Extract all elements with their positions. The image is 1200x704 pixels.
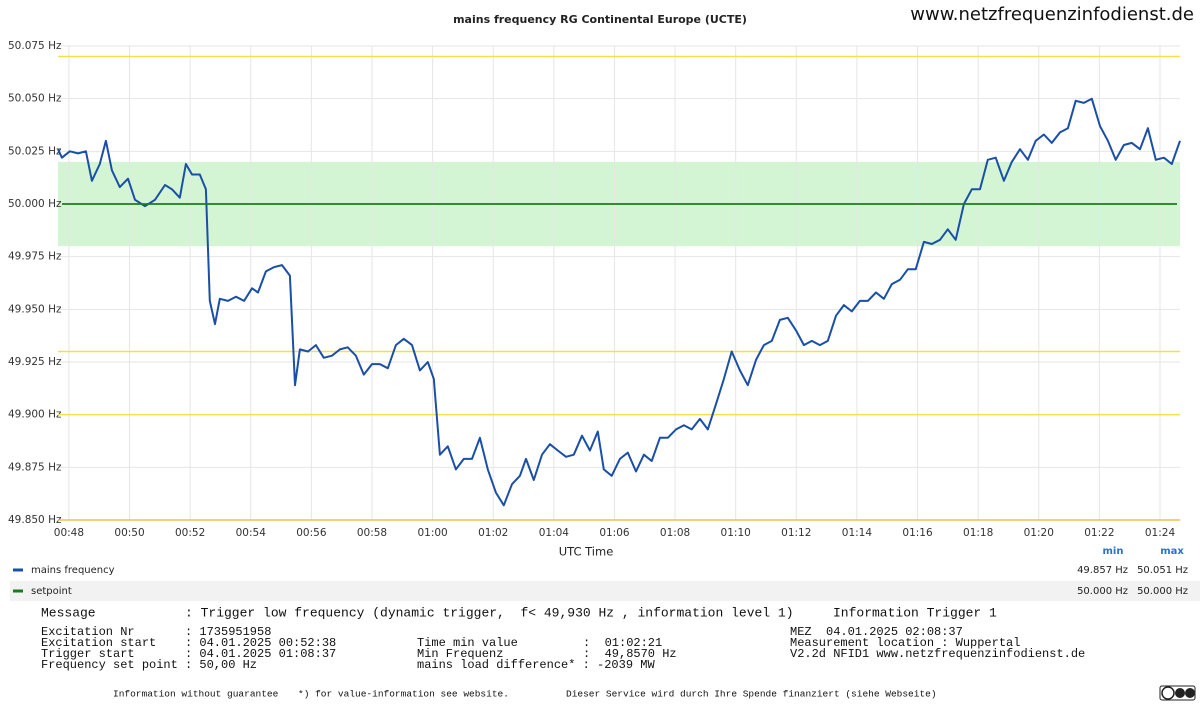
x-tick-label: 01:06 xyxy=(599,527,630,539)
y-tick-label: 50.000 Hz xyxy=(8,198,62,210)
x-tick-label: 01:20 xyxy=(1024,527,1054,539)
x-tick-label: 01:08 xyxy=(660,527,690,539)
cc-icon xyxy=(1159,685,1196,701)
info-text: Time min value xyxy=(417,636,518,650)
x-tick-label: 01:24 xyxy=(1145,527,1176,539)
info-text: Excitation start xyxy=(41,636,156,650)
x-tick-label: 00:50 xyxy=(114,527,144,539)
x-tick-label: 00:52 xyxy=(175,527,205,539)
info-text: : 50,00 Hz xyxy=(185,658,257,672)
info-text: : 04.01.2025 00:52:38 xyxy=(185,636,336,650)
info-text: MEZ 04.01.2025 02:08:37 xyxy=(790,625,963,639)
legend-label: setpoint xyxy=(31,586,72,597)
x-tick-label: 00:58 xyxy=(357,527,387,539)
x-tick-label: 01:00 xyxy=(417,527,447,539)
x-tick-label: 01:18 xyxy=(963,527,993,539)
x-tick-label: 00:56 xyxy=(296,527,327,539)
info-text: Min Frequenz xyxy=(417,647,503,661)
y-tick-label: 49.900 Hz xyxy=(8,409,62,421)
x-tick-label: 01:12 xyxy=(781,527,811,539)
y-tick-label: 50.025 Hz xyxy=(8,145,62,157)
info-text: : 04.01.2025 01:08:37 xyxy=(185,647,336,661)
chart-title: mains frequency RG Continental Europe (U… xyxy=(453,13,747,26)
legend-max: 50.051 Hz xyxy=(1137,565,1188,576)
x-tick-label: 00:54 xyxy=(236,527,267,539)
x-tick-label: 01:04 xyxy=(539,527,570,539)
x-tick-label: 01:02 xyxy=(478,527,508,539)
footer-text: Information without guarantee xyxy=(113,689,279,700)
y-tick-label: 50.050 Hz xyxy=(8,93,62,105)
info-text: Measurement location : Wuppertal xyxy=(790,636,1020,650)
legend-header: max xyxy=(1160,546,1184,557)
site-name: www.netzfrequenzinfodienst.de xyxy=(910,4,1194,25)
info-text: Trigger start xyxy=(41,647,135,661)
y-tick-label: 49.875 Hz xyxy=(8,461,62,473)
x-tick-label: 01:10 xyxy=(721,527,751,539)
legend-header: min xyxy=(1103,546,1124,557)
info-text: Excitation Nr xyxy=(41,625,135,639)
info-text: mains load difference* : -2039 MW xyxy=(417,658,655,672)
legend-row-bg xyxy=(10,581,1200,601)
info-text: Frequency set point xyxy=(41,658,178,672)
x-tick-label: 01:16 xyxy=(902,527,933,539)
data-line xyxy=(57,97,1181,507)
message-text: Message xyxy=(41,605,96,620)
x-axis-label: UTC Time xyxy=(559,545,614,559)
y-tick-label: 49.850 Hz xyxy=(8,514,62,526)
legend-min: 49.857 Hz xyxy=(1077,565,1128,576)
info-text: V2.2d NFID1 www.netzfrequenzinfodienst.d… xyxy=(790,647,1085,661)
info-text: : 1735951958 xyxy=(185,625,271,639)
y-tick-label: 49.925 Hz xyxy=(8,356,62,368)
y-tick-label: 50.075 Hz xyxy=(8,40,62,52)
message-text: Information Trigger 1 xyxy=(833,605,997,620)
x-tick-label: 00:48 xyxy=(54,527,84,539)
info-text: : 49,8570 Hz xyxy=(583,647,677,661)
y-tick-label: 49.975 Hz xyxy=(8,251,62,263)
y-tick-label: 49.950 Hz xyxy=(8,303,62,315)
x-tick-label: 01:22 xyxy=(1084,527,1114,539)
legend-min: 50.000 Hz xyxy=(1077,586,1128,597)
info-text: : 01:02:21 xyxy=(583,636,662,650)
legend-label: mains frequency xyxy=(31,565,115,576)
message-text: : Trigger low frequency (dynamic trigger… xyxy=(185,605,794,620)
legend-max: 50.000 Hz xyxy=(1137,586,1188,597)
footer-text: *) for value-information see website. xyxy=(298,689,509,700)
x-tick-label: 01:14 xyxy=(842,527,873,539)
footer-text: Dieser Service wird durch Ihre Spende fi… xyxy=(566,689,937,700)
